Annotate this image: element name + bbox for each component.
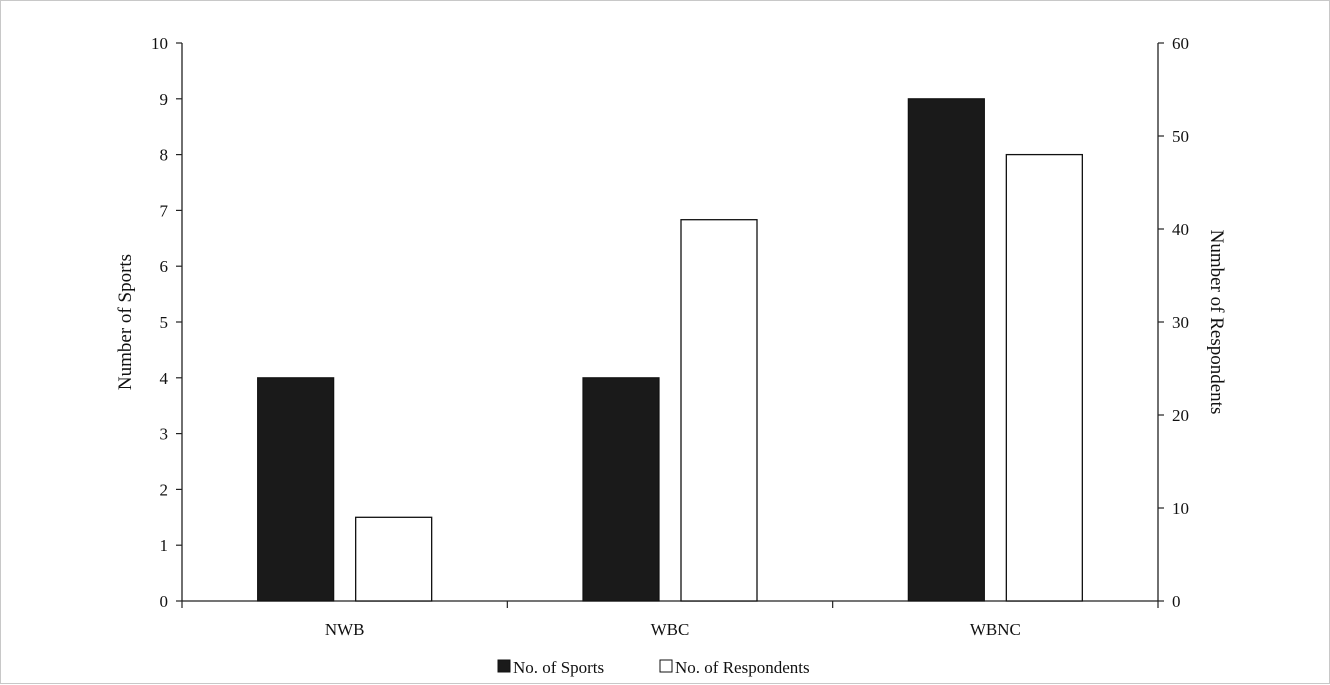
axes-layer xyxy=(176,42,1164,608)
left-y-tick-label: 7 xyxy=(160,201,169,220)
right-y-tick-label: 40 xyxy=(1172,220,1189,239)
legend-swatch-respondents xyxy=(659,659,673,673)
right-y-tick-label: 20 xyxy=(1172,406,1189,425)
bar-sports xyxy=(257,377,335,602)
bars-layer xyxy=(257,98,1083,602)
left-y-tick-label: 1 xyxy=(160,536,169,555)
x-tick-label: NWB xyxy=(325,620,365,639)
legend-label-sports: No. of Sports xyxy=(513,658,604,677)
left-y-tick-label: 0 xyxy=(160,592,169,611)
left-y-tick-label: 2 xyxy=(160,480,169,499)
bar-respondents xyxy=(1005,153,1083,602)
right-y-tick-label: 60 xyxy=(1172,34,1189,53)
left-y-tick-label: 6 xyxy=(160,257,169,276)
bar-respondents xyxy=(680,219,758,602)
right-y-tick-label: 0 xyxy=(1172,592,1181,611)
left-y-tick-label: 10 xyxy=(151,34,168,53)
left-y-tick-label: 8 xyxy=(160,146,169,165)
x-tick-label: WBNC xyxy=(970,620,1021,639)
right-y-tick-label: 30 xyxy=(1172,313,1189,332)
right-y-tick-label: 10 xyxy=(1172,499,1189,518)
legend-label-respondents: No. of Respondents xyxy=(675,658,810,677)
right-y-tick-label: 50 xyxy=(1172,127,1189,146)
y-axis-title-right: Number of Respondents xyxy=(1206,230,1227,415)
left-y-tick-label: 9 xyxy=(160,90,169,109)
left-y-tick-label: 3 xyxy=(160,425,169,444)
left-y-tick-label: 4 xyxy=(160,369,169,388)
bar-sports xyxy=(907,98,985,602)
bar-sports xyxy=(582,377,660,602)
left-y-tick-label: 5 xyxy=(160,313,169,332)
legend: No. of Sports No. of Respondents xyxy=(497,658,810,677)
labels-layer: 0 1 2 3 4 5 6 7 8 9 10 0 10 20 30 40 50 60 NWB WBC WBNC Numbe… xyxy=(115,34,1227,639)
legend-swatch-sports xyxy=(497,659,511,673)
bar-respondents xyxy=(355,516,433,602)
x-tick-label: WBC xyxy=(651,620,690,639)
y-axis-title-left: Number of Sports xyxy=(115,254,136,390)
